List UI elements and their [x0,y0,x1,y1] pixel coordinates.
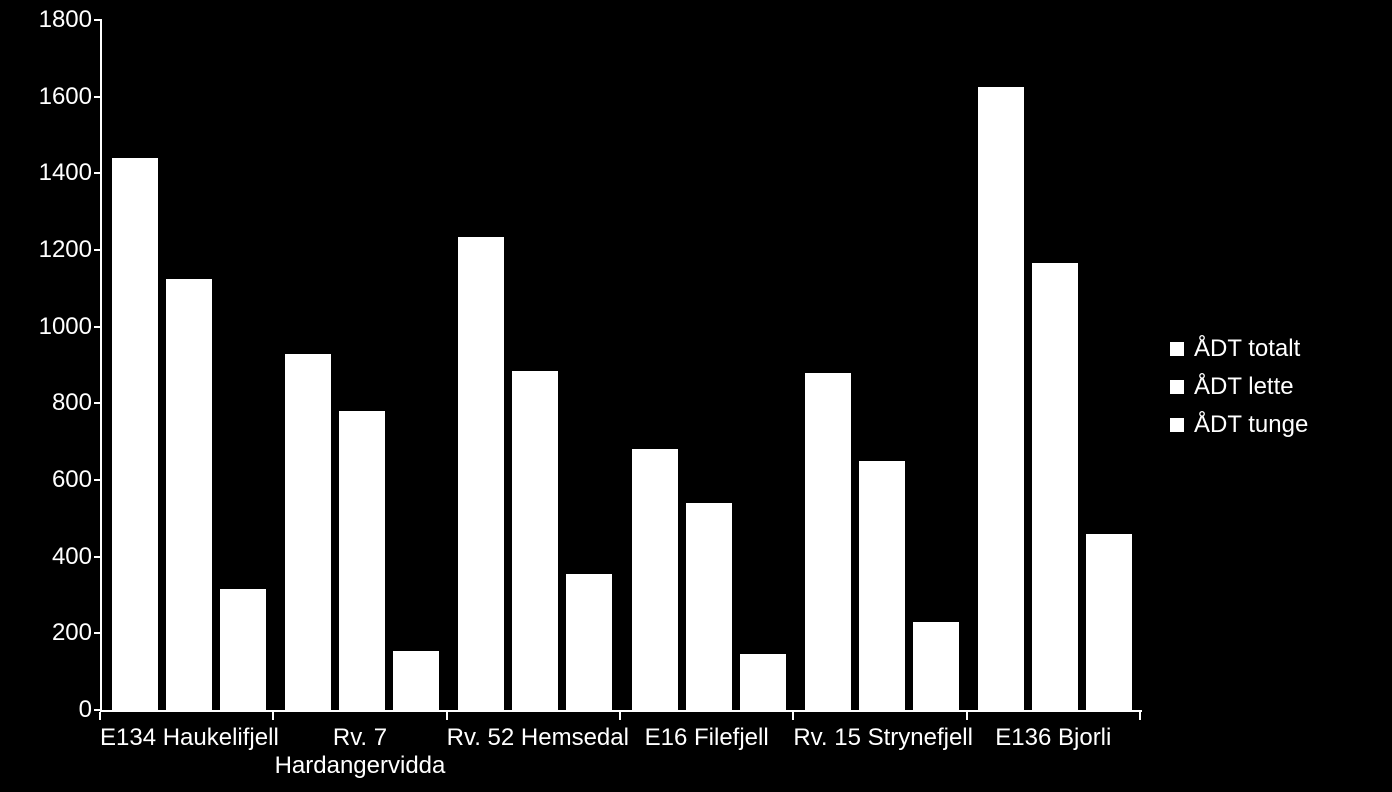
y-tick-mark [94,709,102,711]
bar [166,279,212,710]
x-tick-label: E134 Haukelifjell [100,724,273,752]
legend-item: ÅDT totalt [1170,335,1308,363]
y-tick-label: 200 [0,619,92,647]
legend-swatch [1170,418,1184,432]
bar [1086,534,1132,710]
bar [112,158,158,710]
bar [913,622,959,710]
legend-item: ÅDT lette [1170,373,1308,401]
y-tick-label: 1800 [0,6,92,34]
legend-swatch [1170,342,1184,356]
legend: ÅDT totalt ÅDT lette ÅDT tunge [1170,335,1308,449]
bar [686,503,732,710]
y-tick-label: 0 [0,696,92,724]
y-tick-mark [94,326,102,328]
x-tick-mark [446,712,448,720]
legend-label: ÅDT tunge [1194,411,1308,439]
bar [512,371,558,710]
bar [566,574,612,710]
y-tick-label: 1400 [0,159,92,187]
x-tick-mark [966,712,968,720]
bar [285,354,331,711]
y-tick-mark [94,96,102,98]
x-tick-mark [619,712,621,720]
y-tick-label: 600 [0,466,92,494]
y-tick-mark [94,479,102,481]
x-tick-label: E16 Filefjell [620,724,793,752]
y-tick-label: 400 [0,543,92,571]
y-tick-label: 1000 [0,313,92,341]
bar [220,589,266,710]
bar [805,373,851,710]
bar [740,654,786,710]
y-tick-mark [94,556,102,558]
y-tick-label: 1600 [0,83,92,111]
x-tick-mark [1139,712,1141,720]
x-tick-mark [272,712,274,720]
y-tick-mark [94,172,102,174]
x-tick-label: Rv. 52 Hemsedal [447,724,620,752]
bar [458,237,504,710]
y-tick-label: 1200 [0,236,92,264]
x-tick-label: Rv. 7 Hardangervidda [273,724,446,779]
bar-chart: ÅDT totalt ÅDT lette ÅDT tunge 0 200 400 600 8… [0,0,1392,792]
x-tick-label: Rv. 15 Strynefjell [793,724,966,752]
legend-label: ÅDT totalt [1194,335,1300,363]
y-tick-mark [94,19,102,21]
plot-area [100,20,1142,712]
bar [1032,263,1078,710]
bar [632,449,678,710]
legend-swatch [1170,380,1184,394]
bar [393,651,439,710]
x-tick-label: E136 Bjorli [967,724,1140,752]
x-tick-mark [99,712,101,720]
bar [339,411,385,710]
x-tick-mark [792,712,794,720]
y-tick-mark [94,402,102,404]
legend-item: ÅDT tunge [1170,411,1308,439]
y-tick-mark [94,632,102,634]
bar [978,87,1024,710]
y-tick-mark [94,249,102,251]
legend-label: ÅDT lette [1194,373,1294,401]
bar [859,461,905,710]
y-tick-label: 800 [0,389,92,417]
